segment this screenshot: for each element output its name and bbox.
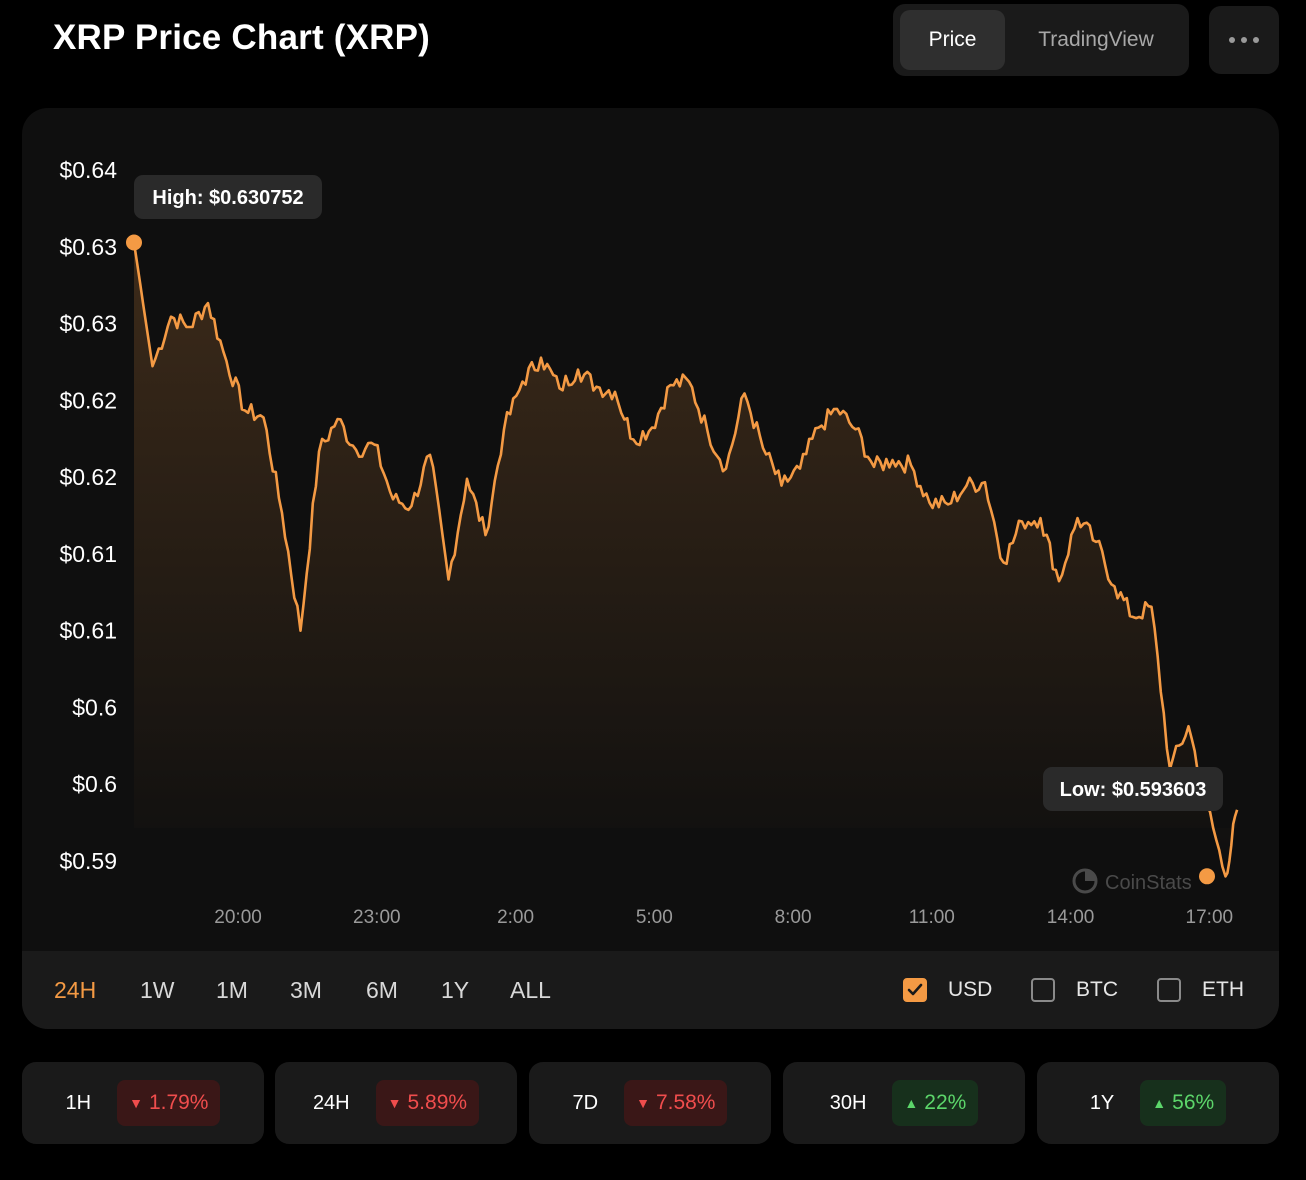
- view-toggle: Price TradingView: [893, 4, 1189, 76]
- x-tick-label: 14:00: [1047, 907, 1095, 928]
- y-tick-label: $0.6: [72, 771, 117, 797]
- price-line: [132, 242, 1239, 878]
- x-tick-label: 11:00: [909, 907, 955, 928]
- stat-value: 56%: [1172, 1091, 1215, 1114]
- stat-badge: ▼ 5.89%: [375, 1080, 480, 1126]
- stat-30h: 30H ▲ 22%: [783, 1062, 1025, 1144]
- triangle-down-icon: ▼: [129, 1095, 143, 1111]
- high-point: [126, 234, 142, 251]
- stat-24h: 24H ▼ 5.89%: [275, 1062, 517, 1144]
- range-1m[interactable]: 1M: [216, 977, 248, 1003]
- y-tick-label: $0.61: [59, 541, 117, 567]
- range-1w[interactable]: 1W: [140, 977, 175, 1003]
- range-selector: 24H 1W 1M 3M 6M 1Y ALL USD BTC ETH: [22, 951, 1279, 1029]
- triangle-down-icon: ▼: [636, 1095, 650, 1111]
- y-tick-label: $0.61: [59, 618, 117, 644]
- x-tick-label: 23:00: [353, 907, 401, 928]
- high-tooltip: [134, 175, 322, 219]
- x-tick-label: 2:00: [497, 907, 534, 928]
- stat-badge: ▲ 56%: [1140, 1080, 1227, 1126]
- x-tick-label: 5:00: [636, 907, 673, 928]
- stat-value: 5.89%: [407, 1091, 468, 1114]
- page-title: XRP Price Chart (XRP): [53, 18, 430, 57]
- triangle-up-icon: ▲: [904, 1095, 919, 1111]
- range-all[interactable]: ALL: [510, 977, 551, 1003]
- watermark-text: CoinStats: [1105, 872, 1192, 894]
- btc-checkbox[interactable]: [1031, 978, 1055, 1002]
- range-1y[interactable]: 1Y: [441, 977, 470, 1003]
- y-axis: $0.64 $0.63 $0.63 $0.62 $0.62 $0.61 $0.61 $0.6 $…: [59, 157, 117, 874]
- low-label: Low: $0.593603: [1060, 779, 1207, 801]
- stat-value: 1.79%: [148, 1091, 209, 1114]
- btc-label: BTC: [1076, 978, 1118, 1001]
- y-tick-label: $0.62: [59, 464, 117, 490]
- high-marker: High: $0.630752: [126, 175, 322, 251]
- stat-value: 22%: [924, 1091, 967, 1114]
- high-label: High: $0.630752: [152, 187, 303, 209]
- currency-usd[interactable]: USD: [903, 951, 992, 1029]
- x-axis: 20:00 23:00 2:00 5:00 8:00 11:00 14:00 17:00: [214, 907, 1233, 928]
- y-tick-label: $0.63: [59, 234, 117, 260]
- y-tick-label: $0.64: [59, 157, 117, 183]
- tab-price[interactable]: Price: [900, 10, 1005, 70]
- stat-badge: ▼ 1.79%: [117, 1080, 221, 1126]
- low-point: [1199, 868, 1215, 885]
- triangle-up-icon: ▲: [1152, 1095, 1167, 1111]
- stat-badge: ▼ 7.58%: [624, 1080, 728, 1126]
- triangle-down-icon: ▼: [387, 1095, 402, 1111]
- price-chart[interactable]: $0.64 $0.63 $0.63 $0.62 $0.62 $0.61 $0.61 $0.6 $…: [22, 108, 1279, 951]
- coinstats-watermark: CoinStats: [1072, 868, 1192, 894]
- currency-eth[interactable]: ETH: [1157, 951, 1244, 1029]
- y-tick-label: $0.6: [72, 694, 117, 720]
- usd-checkbox[interactable]: [903, 978, 927, 1002]
- stat-7d: 7D ▼ 7.58%: [529, 1062, 771, 1144]
- coinstats-logo-icon: [1072, 868, 1098, 894]
- range-24h[interactable]: 24H: [54, 977, 97, 1003]
- eth-label: ETH: [1202, 978, 1244, 1001]
- currency-btc[interactable]: BTC: [1031, 951, 1118, 1029]
- stat-label: 1H: [65, 1091, 92, 1114]
- more-horizontal-icon: [1253, 37, 1259, 43]
- price-area: [134, 242, 1238, 877]
- stat-label: 30H: [829, 1091, 867, 1114]
- low-tooltip: [1043, 767, 1223, 811]
- more-options-button[interactable]: [1209, 6, 1279, 74]
- more-horizontal-icon: [1241, 37, 1247, 43]
- y-tick-label: $0.62: [59, 387, 117, 413]
- chart-card: $0.64 $0.63 $0.63 $0.62 $0.62 $0.61 $0.61 $0.6 $…: [22, 108, 1279, 1029]
- y-tick-label: $0.59: [59, 848, 117, 874]
- eth-checkbox[interactable]: [1157, 978, 1181, 1002]
- check-icon: [907, 983, 923, 996]
- range-3m[interactable]: 3M: [290, 977, 322, 1003]
- stat-1h: 1H ▼ 1.79%: [22, 1062, 264, 1144]
- stat-label: 7D: [572, 1091, 599, 1114]
- stat-label: 1Y: [1089, 1091, 1115, 1114]
- usd-label: USD: [948, 978, 993, 1001]
- range-6m[interactable]: 6M: [366, 977, 398, 1003]
- tab-tradingview[interactable]: TradingView: [1038, 28, 1154, 51]
- more-horizontal-icon: [1229, 37, 1235, 43]
- x-tick-label: 20:00: [214, 907, 262, 928]
- stat-label: 24H: [312, 1091, 350, 1114]
- stat-1y: 1Y ▲ 56%: [1037, 1062, 1279, 1144]
- x-tick-label: 8:00: [775, 907, 812, 928]
- x-tick-label: 17:00: [1186, 907, 1234, 928]
- y-tick-label: $0.63: [59, 311, 117, 337]
- stat-badge: ▲ 22%: [892, 1080, 979, 1126]
- stat-value: 7.58%: [655, 1091, 716, 1114]
- low-marker: Low: $0.593603: [1043, 767, 1223, 885]
